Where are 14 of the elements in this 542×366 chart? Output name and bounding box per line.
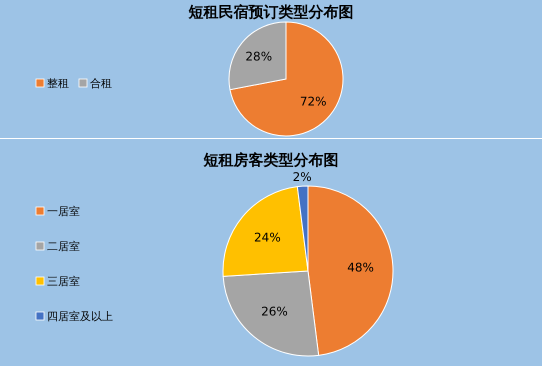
- data-label: 48%: [347, 260, 374, 275]
- data-label: 72%: [300, 94, 327, 109]
- legend-label: 二居室: [47, 240, 80, 253]
- chart-title: 短租民宿预订类型分布图: [188, 3, 354, 21]
- data-label: 26%: [261, 304, 288, 319]
- data-label: 2%: [292, 170, 312, 184]
- legend-label: 三居室: [47, 275, 80, 288]
- legend-label: 合租: [90, 77, 112, 90]
- legend-label: 四居室及以上: [47, 310, 113, 323]
- legend-label: 整租: [47, 77, 69, 90]
- legend-label: 一居室: [47, 205, 80, 218]
- data-label: 24%: [254, 230, 281, 244]
- chart-title: 短租房客类型分布图: [202, 151, 338, 169]
- data-label: 28%: [245, 49, 272, 64]
